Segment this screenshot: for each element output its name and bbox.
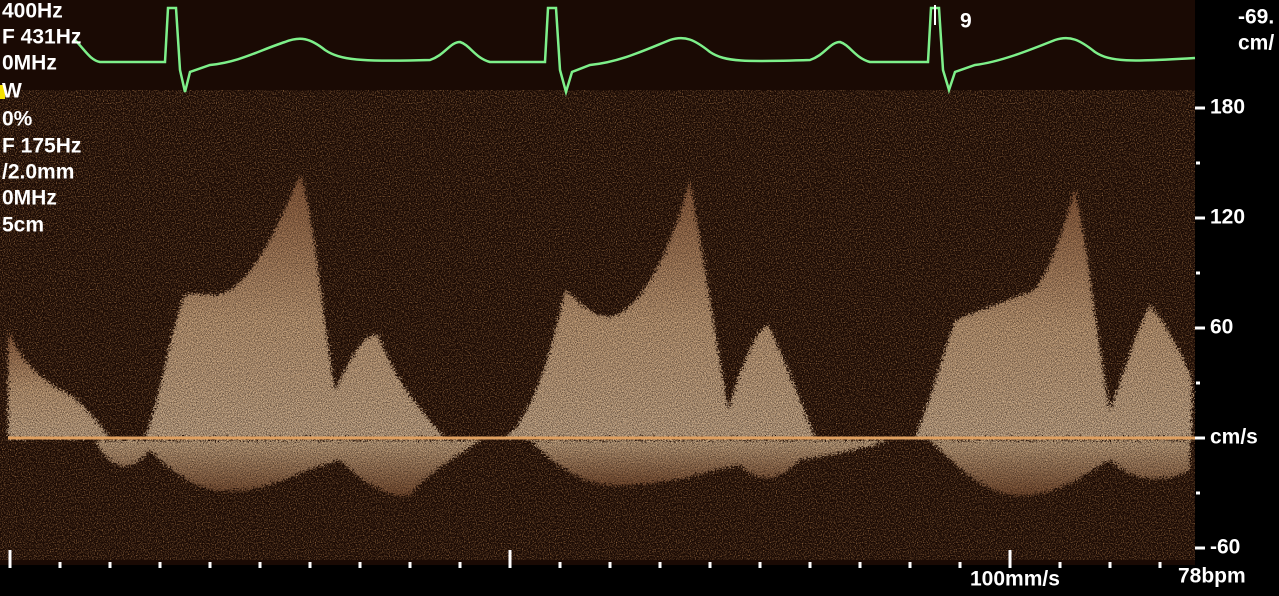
heart-rate: 78bpm — [1178, 565, 1246, 588]
scale-minor — [1196, 437, 1200, 440]
scale-label: cm/s — [1210, 426, 1258, 449]
scale-minor — [1196, 162, 1200, 165]
scale-label: -60 — [1210, 536, 1240, 559]
scale-label: 120 — [1210, 206, 1245, 229]
parameter: 400Hz — [2, 0, 63, 23]
scale-minor — [1196, 272, 1200, 275]
scale-label: 60 — [1210, 316, 1233, 339]
parameter: F 175Hz — [2, 135, 81, 158]
scale-minor — [1196, 492, 1200, 495]
page: 400HzF 431Hz0MHzW0%F 175Hz/2.0mm0MHz5cm … — [0, 0, 1279, 596]
scale-minor — [1196, 547, 1200, 550]
sweep-speed: 100mm/s — [970, 568, 1060, 591]
scale-minor — [1196, 217, 1200, 220]
parameter: 0MHz — [2, 187, 57, 210]
ecg-marker: 9 — [960, 10, 972, 33]
scale-minor — [1196, 327, 1200, 330]
parameter: 0MHz — [2, 52, 57, 75]
top-right-unit: cm/ — [1238, 32, 1274, 55]
doppler-screen: 400HzF 431Hz0MHzW0%F 175Hz/2.0mm0MHz5cm … — [0, 0, 1279, 596]
parameter: F 431Hz — [2, 26, 81, 49]
parameter: 0% — [2, 108, 33, 131]
top-right-value: -69. — [1238, 6, 1274, 29]
scale-label: 180 — [1210, 96, 1245, 119]
parameter: 5cm — [2, 214, 44, 237]
parameter: W — [2, 80, 22, 103]
velocity-scale: 180 120 60 cm/s -60 — [1195, 96, 1258, 559]
parameter: /2.0mm — [2, 161, 74, 184]
scale-minor — [1196, 382, 1200, 385]
